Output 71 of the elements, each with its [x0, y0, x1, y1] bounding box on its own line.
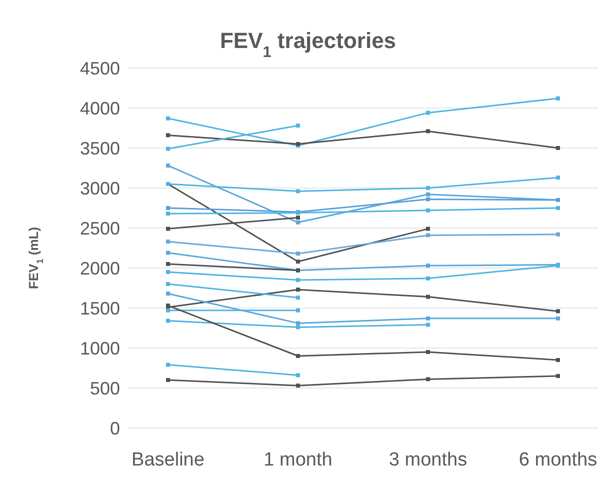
- point: [166, 282, 170, 286]
- point: [166, 240, 170, 244]
- point: [296, 354, 300, 358]
- point: [426, 186, 430, 190]
- point: [426, 316, 430, 320]
- point: [166, 212, 170, 216]
- point: [426, 276, 430, 280]
- point: [166, 292, 170, 296]
- point: [426, 129, 430, 134]
- point: [426, 377, 430, 382]
- point: [556, 206, 560, 210]
- y-tick-label: 2000: [80, 258, 120, 278]
- point: [426, 226, 430, 231]
- point: [296, 252, 300, 256]
- point: [166, 146, 170, 151]
- point: [296, 189, 300, 194]
- point: [296, 260, 300, 264]
- x-tick-label: 6 months: [518, 449, 598, 470]
- point: [426, 350, 430, 354]
- y-tick-label: 2500: [80, 218, 120, 238]
- point: [166, 116, 170, 120]
- point: [296, 373, 300, 378]
- point: [166, 308, 170, 312]
- point: [556, 309, 560, 314]
- point: [166, 362, 170, 367]
- point: [556, 146, 560, 150]
- point: [296, 308, 300, 312]
- point: [166, 378, 170, 382]
- point: [296, 325, 300, 330]
- point: [556, 374, 560, 378]
- point: [556, 176, 560, 180]
- point: [166, 164, 170, 168]
- point: [426, 208, 430, 212]
- point: [556, 96, 560, 100]
- point: [166, 318, 170, 323]
- point: [296, 278, 300, 282]
- point: [426, 197, 430, 202]
- y-tick-label: 4500: [80, 58, 120, 78]
- point: [556, 232, 560, 236]
- point: [296, 216, 300, 220]
- point: [166, 250, 170, 255]
- x-tick-label: Baseline: [132, 449, 204, 470]
- point: [166, 206, 170, 210]
- point: [296, 384, 300, 388]
- point: [166, 133, 170, 138]
- y-tick-label: 4000: [80, 98, 120, 118]
- point: [166, 262, 170, 266]
- x-tick-label: 3 months: [388, 449, 468, 470]
- y-tick-label: 500: [90, 378, 120, 398]
- y-tick-label: 3500: [80, 138, 120, 158]
- point: [296, 321, 300, 326]
- y-tick-label: 0: [110, 418, 120, 438]
- point: [296, 220, 300, 224]
- y-tick-label: 1000: [80, 338, 120, 358]
- point: [426, 264, 430, 268]
- chart-title: FEV$_{1}$ trajectories: [220, 28, 396, 60]
- point: [426, 322, 430, 327]
- point: [426, 294, 430, 299]
- point: [296, 288, 300, 292]
- point: [296, 124, 300, 128]
- point: [166, 270, 170, 274]
- point: [296, 296, 300, 300]
- point: [166, 226, 170, 231]
- point: [556, 316, 560, 320]
- point: [426, 110, 430, 115]
- y-tick-label: 3000: [80, 178, 120, 198]
- point: [426, 233, 430, 238]
- point: [556, 358, 560, 362]
- x-tick-label: 1 month: [264, 449, 332, 470]
- point: [426, 192, 430, 196]
- y-tick-label: 1500: [80, 298, 120, 318]
